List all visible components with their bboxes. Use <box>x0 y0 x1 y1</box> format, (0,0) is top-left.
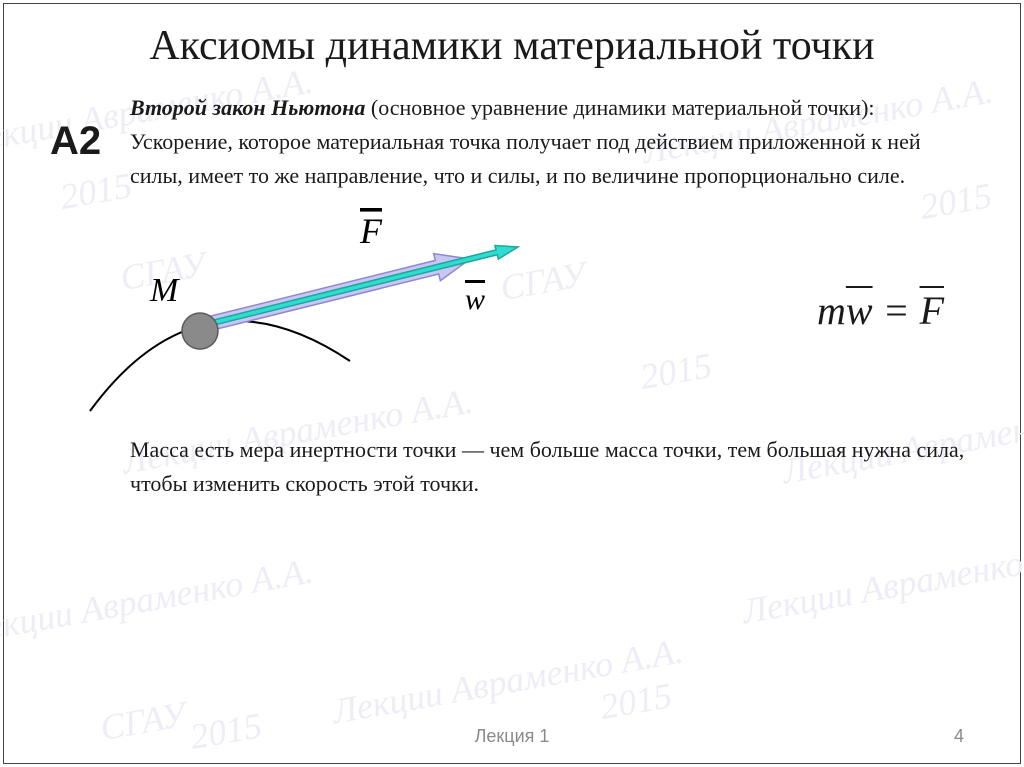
trajectory-curve <box>90 321 350 411</box>
watermark-text: 2015 <box>597 674 675 728</box>
equation: mw = F <box>817 287 974 334</box>
watermark-text: Лекции Авраменко А.А. <box>329 629 686 732</box>
label-M: M <box>149 272 180 309</box>
eq-F: F <box>920 288 944 333</box>
material-point <box>182 313 218 349</box>
footer-center: Лекция 1 <box>475 726 550 747</box>
law-open: (основное уравнение динамики материально… <box>365 95 874 120</box>
axiom-row: А2 Второй закон Ньютона (основное уравне… <box>50 91 974 193</box>
footer: Лекция 1 4 <box>0 726 1024 747</box>
eq-m: m <box>817 288 846 333</box>
law-body: Ускорение, которое материальная точка по… <box>130 129 921 188</box>
law-text: Второй закон Ньютона (основное уравнение… <box>130 91 974 193</box>
label-w: w <box>465 283 485 316</box>
force-diagram: M Fw <box>50 201 570 421</box>
watermark-text: Лекции Авраменко А.А. <box>739 529 1024 632</box>
content: Аксиомы динамики материальной точки А2 В… <box>50 20 974 501</box>
watermark-text: Лекции Авраменко А.А. <box>0 549 316 652</box>
diagram-area: MFw mw = F <box>50 201 974 421</box>
label-F: F <box>359 211 383 251</box>
law-lead: Второй закон Ньютона <box>130 95 365 120</box>
axiom-label: А2 <box>50 119 130 164</box>
eq-sign: = <box>873 288 920 333</box>
page-title: Аксиомы динамики материальной точки <box>50 20 974 73</box>
slide: Лекции Авраменко А.А.СГАУ2015Лекции Авра… <box>0 0 1024 767</box>
mass-text: Масса есть мера инертности точки — чем б… <box>130 433 974 501</box>
eq-w: w <box>846 288 873 333</box>
footer-page: 4 <box>954 726 964 747</box>
